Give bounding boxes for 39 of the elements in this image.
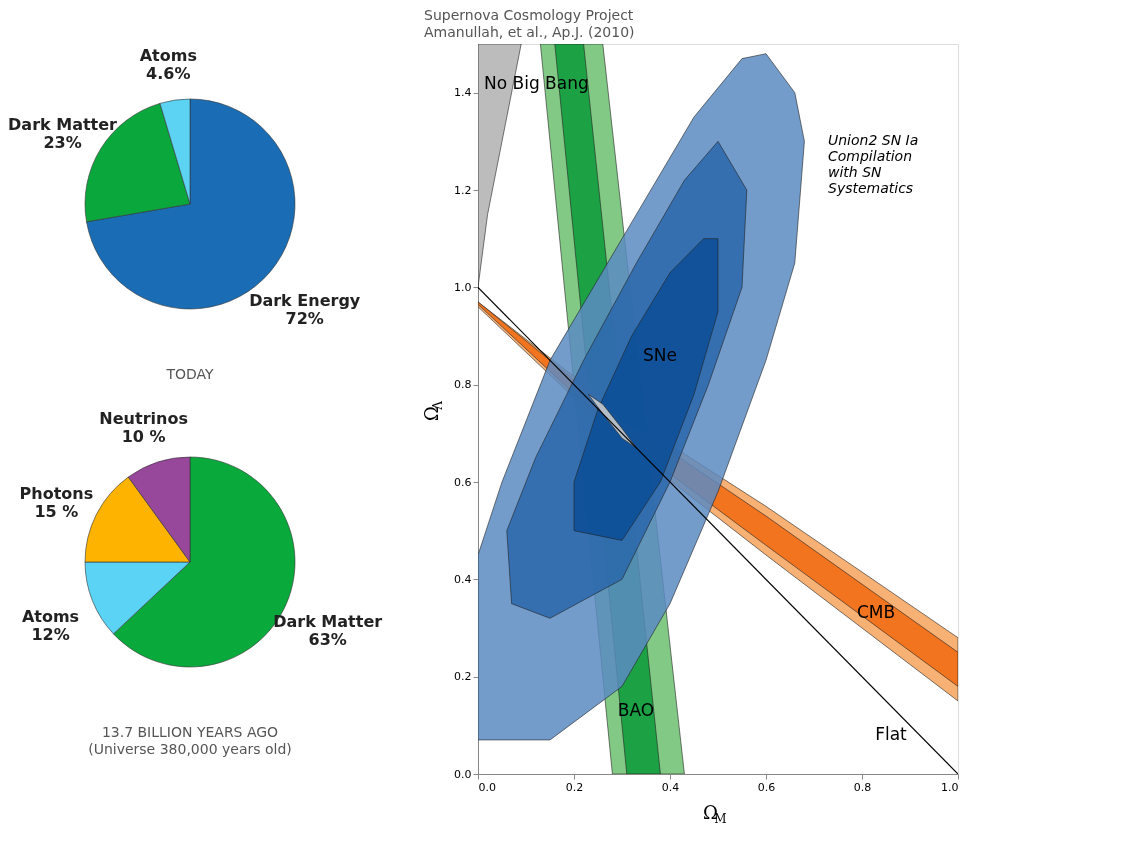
data-label: 23% — [43, 132, 82, 152]
x-tick-label: 1.0 — [941, 780, 959, 794]
x-tick-label: 0.6 — [757, 780, 776, 794]
data-label: 72% — [285, 308, 324, 328]
slice-label: Dark Matter — [8, 114, 118, 134]
y-axis-title: ΩΛ — [421, 400, 445, 421]
text: TODAY — [165, 366, 215, 382]
y-tick-label: 0.6 — [454, 475, 472, 489]
data-label: 10 % — [121, 427, 166, 447]
y-tick-label: 0.0 — [454, 767, 472, 781]
x-tick-label: 0.4 — [661, 780, 680, 794]
text: (Universe 380,000 years old) — [88, 741, 292, 757]
data-label: 12% — [31, 625, 70, 645]
annotation: Flat — [875, 724, 908, 744]
chart-title: Supernova Cosmology Project — [424, 7, 634, 23]
annotation: Union2 SN Ia Compilation with SN Systematics — [828, 132, 919, 196]
slice-label: Neutrinos — [99, 409, 188, 429]
annotation: CMB — [856, 602, 896, 622]
x-tick-label: 0.2 — [565, 780, 584, 794]
data-label: 63% — [308, 629, 347, 649]
chart-subtitle: Amanullah, et al., Ap.J. (2010) — [424, 24, 635, 40]
data-label: 4.6% — [146, 63, 191, 83]
slice-label: Photons — [19, 483, 94, 503]
text: 13.7 BILLION YEARS AGO — [101, 724, 279, 740]
annotation: SNe — [643, 345, 677, 365]
slice-label: Dark Matter — [273, 611, 383, 631]
data-label: 15 % — [34, 501, 79, 521]
y-tick-label: 0.4 — [454, 572, 472, 586]
y-tick-label: 1.0 — [454, 280, 472, 294]
slice-label: Atoms — [21, 607, 80, 627]
y-tick-label: 1.4 — [454, 86, 472, 100]
slice-label: Dark Energy — [249, 290, 361, 310]
annotation: BAO — [617, 700, 655, 720]
y-tick-label: 0.2 — [454, 670, 472, 684]
x-tick-label: 0.8 — [853, 780, 872, 794]
x-tick-label: 0.0 — [478, 780, 496, 794]
slice-label: Atoms — [139, 45, 197, 65]
y-tick-label: 0.8 — [454, 378, 472, 392]
y-tick-label: 1.2 — [454, 183, 472, 197]
